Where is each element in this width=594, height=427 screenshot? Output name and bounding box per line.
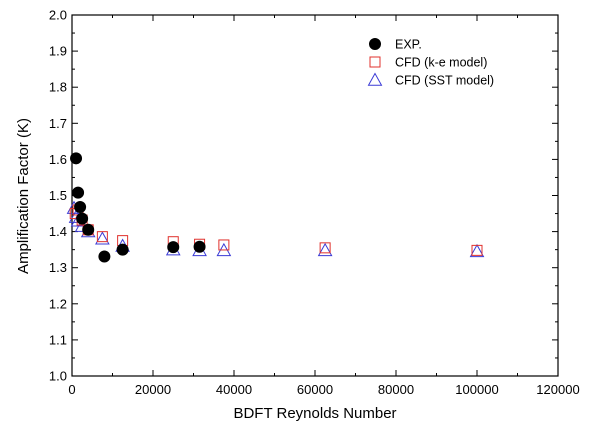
y-tick-label: 1.0 [49,369,67,384]
legend-label: EXP. [395,38,422,52]
x-tick-label: 40000 [216,382,252,397]
legend-label: CFD (k-e model) [395,56,487,70]
y-tick-label: 1.3 [49,260,67,275]
data-point [76,212,89,225]
data-point [74,201,87,214]
legend-label: CFD (SST model) [395,74,494,88]
data-point [471,244,483,256]
data-point [98,250,111,263]
data-point [469,243,485,258]
x-axis-title: BDFT Reynolds Number [233,405,396,422]
y-axis: 1.0 1.1 1.2 1.3 1.4 1.5 1.6 1.7 1.8 1.9 2.0 [49,8,558,384]
x-tick-label: 60000 [297,382,333,397]
series-1 [69,204,483,256]
data-points [66,152,485,263]
y-axis-title: Amplification Factor (K) [15,118,32,274]
y-tick-label: 1.8 [49,80,67,95]
y-tick-label: 2.0 [49,8,67,23]
y-tick-label: 1.6 [49,152,67,167]
x-tick-label: 20000 [135,382,171,397]
data-point [96,231,108,243]
x-tick-label: 80000 [378,382,414,397]
data-point [193,240,206,253]
series-2 [66,200,485,258]
legend-marker [369,38,381,50]
data-point [218,239,230,251]
x-tick-label: 100000 [455,382,498,397]
data-point [95,231,110,245]
legend: EXP. CFD (k-e model) CFD (SST model) [367,38,494,88]
y-tick-label: 1.7 [49,116,67,131]
y-tick-label: 1.5 [49,188,67,203]
data-point [167,241,180,254]
x-axis: 0 20000 40000 60000 80000 100000 120000 [68,15,580,397]
legend-marker [367,72,383,86]
data-point [70,152,83,165]
data-point [319,242,331,254]
x-tick-label: 0 [68,382,75,397]
y-tick-label: 1.1 [49,332,67,347]
data-point [82,223,95,236]
data-point [116,243,129,256]
y-tick-label: 1.2 [49,296,67,311]
y-tick-label: 1.9 [49,44,67,59]
data-point [72,186,85,199]
legend-marker [369,56,381,68]
x-tick-label: 120000 [536,382,579,397]
series-0 [70,152,206,263]
y-tick-label: 1.4 [49,224,67,239]
data-point [317,242,333,257]
